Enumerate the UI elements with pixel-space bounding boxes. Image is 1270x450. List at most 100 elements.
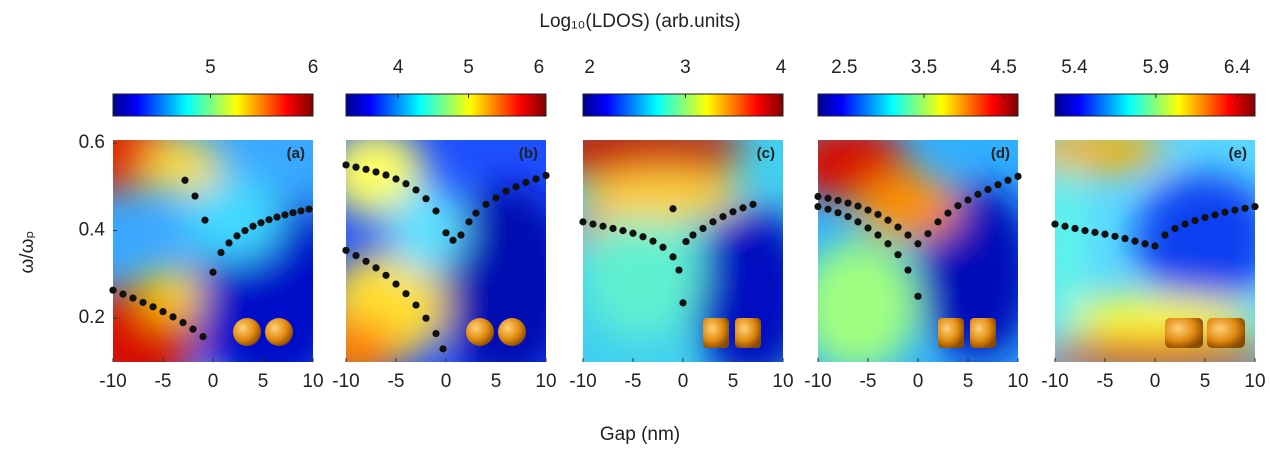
colorbar-tick-label: 5: [205, 57, 216, 78]
colorbar: [113, 94, 313, 116]
colorbar-tick-label: 5: [463, 57, 474, 78]
heatmap-blob: [1025, 129, 1165, 173]
heatmap-blob: [583, 169, 743, 222]
data-point: [854, 218, 861, 225]
colorbar-tick-label: 2.5: [831, 57, 857, 78]
data-point: [532, 175, 539, 182]
data-point: [265, 216, 272, 223]
inset: [938, 318, 964, 348]
data-point: [864, 224, 871, 231]
data-point: [1161, 231, 1168, 238]
panel: (c)-10-50510234: [543, 57, 813, 392]
x-tick-label: -5: [388, 371, 405, 392]
inset: [703, 318, 729, 348]
data-point: [1091, 229, 1098, 236]
data-point: [472, 210, 479, 217]
data-point: [217, 249, 224, 256]
inset: [498, 318, 526, 346]
data-point: [1211, 211, 1218, 218]
colorbar-tick-label: 6: [308, 57, 319, 78]
heatmap-blob: [798, 240, 918, 373]
data-point: [372, 168, 379, 175]
data-point: [814, 193, 821, 200]
heatmap-blob: [1135, 173, 1270, 306]
data-point: [241, 227, 248, 234]
data-point: [1071, 225, 1078, 232]
colorbar-tick-label: 4.5: [990, 57, 1016, 78]
data-point: [502, 188, 509, 195]
data-point: [675, 266, 682, 273]
panel: (d)-10-505102.53.54.5: [788, 57, 1038, 392]
data-point: [522, 179, 529, 186]
data-point: [894, 224, 901, 231]
y-tick-label: 0.2: [79, 307, 105, 328]
x-tick-label: 0: [441, 371, 452, 392]
data-point: [934, 218, 941, 225]
data-point: [874, 231, 881, 238]
data-point: [1061, 223, 1068, 230]
colorbar-tick-label: 3: [680, 57, 691, 78]
panel-label: (c): [757, 145, 775, 162]
data-point: [297, 207, 304, 214]
x-tick-label: 0: [913, 371, 924, 392]
colorbar-tick-label: 2: [584, 57, 595, 78]
panel: (b)-10-50510456: [316, 57, 576, 392]
data-point: [659, 244, 666, 251]
data-point: [739, 204, 746, 211]
panel-label: (b): [519, 145, 538, 162]
data-point: [924, 230, 931, 237]
data-point: [589, 220, 596, 227]
data-point: [439, 345, 446, 352]
data-point: [699, 225, 706, 232]
inset: [1165, 318, 1203, 348]
data-point: [342, 247, 349, 254]
data-point: [352, 164, 359, 171]
data-point: [824, 195, 831, 202]
data-point: [629, 230, 636, 237]
data-point: [129, 294, 136, 301]
y-tick-label: 0.6: [79, 132, 105, 153]
data-point: [352, 252, 359, 259]
data-point: [362, 258, 369, 265]
data-point: [719, 213, 726, 220]
data-point: [482, 201, 489, 208]
data-point: [139, 299, 146, 306]
heatmap-blob: [1049, 162, 1081, 340]
colorbar-tick-label: 4: [393, 57, 404, 78]
data-point: [342, 161, 349, 168]
inset: [970, 318, 996, 348]
data-point: [944, 210, 951, 217]
data-point: [1101, 231, 1108, 238]
y-axis-label: ω/ωₚ: [17, 230, 38, 273]
data-point: [273, 213, 280, 220]
data-point: [904, 266, 911, 273]
data-point: [412, 186, 419, 193]
data-point: [814, 203, 821, 210]
data-point: [281, 211, 288, 218]
data-point: [1141, 240, 1148, 247]
data-point: [119, 291, 126, 298]
data-point: [372, 264, 379, 271]
data-point: [679, 299, 686, 306]
figure: Log₁₀(LDOS) (arb.units) Gap (nm) ω/ωₚ (a…: [0, 0, 1270, 450]
x-tick-label: 10: [1244, 371, 1265, 392]
x-tick-label: -10: [1041, 371, 1068, 392]
data-point: [305, 206, 312, 213]
data-point: [225, 239, 232, 246]
data-point: [824, 206, 831, 213]
figure-title: Log₁₀(LDOS) (arb.units): [539, 11, 740, 32]
data-point: [289, 209, 296, 216]
data-point: [1171, 225, 1178, 232]
data-point: [1121, 235, 1128, 242]
data-point: [834, 197, 841, 204]
x-axis-label: Gap (nm): [600, 424, 680, 445]
inset: [233, 318, 261, 346]
data-point: [512, 183, 519, 190]
data-point: [159, 308, 166, 315]
x-tick-label: -10: [569, 371, 596, 392]
panel: (e)-10-505105.45.96.4: [1025, 57, 1270, 392]
data-point: [442, 229, 449, 236]
data-point: [382, 272, 389, 279]
colorbar-tick-label: 4: [776, 57, 787, 78]
data-point: [874, 211, 881, 218]
